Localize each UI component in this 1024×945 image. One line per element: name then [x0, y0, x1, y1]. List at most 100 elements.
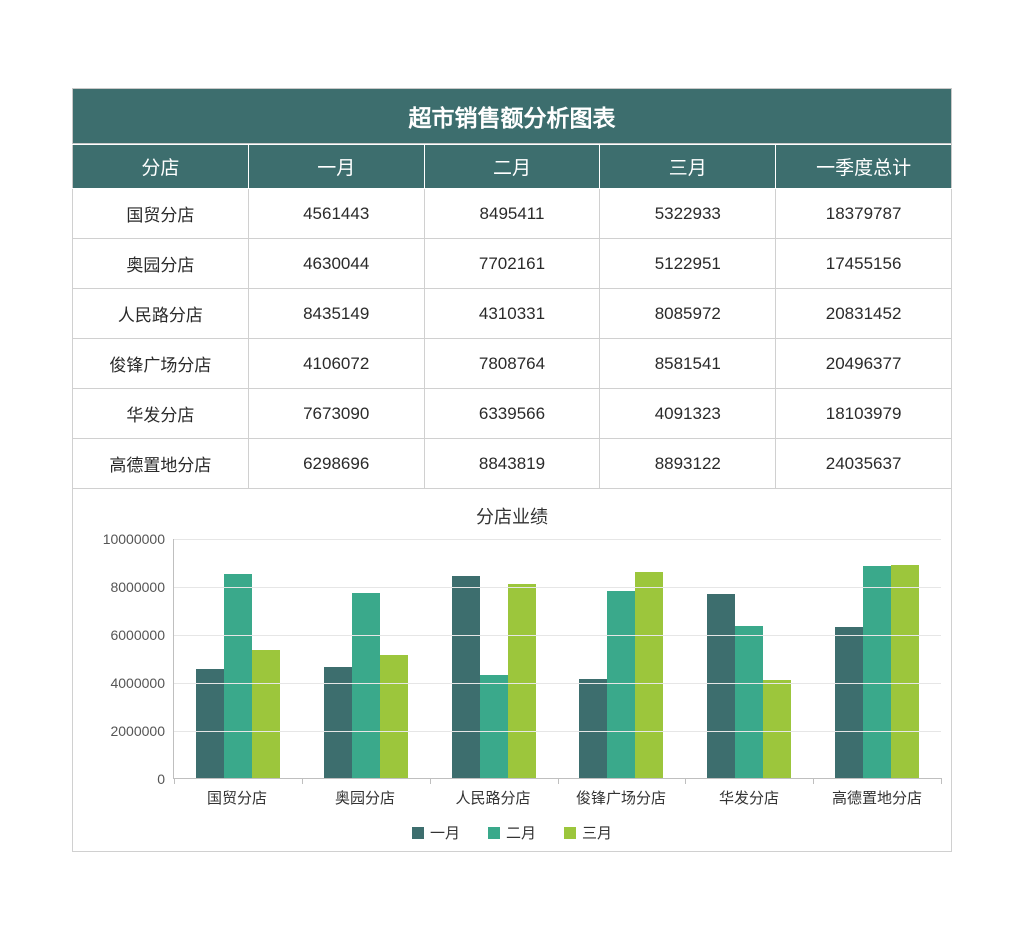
chart-legend: 一月 二月 三月 — [83, 822, 941, 843]
table-cell: 8843819 — [424, 439, 600, 489]
bar-group — [174, 539, 302, 778]
sales-table: 分店 一月 二月 三月 一季度总计 国贸分店456144384954115322… — [72, 144, 952, 489]
bar — [891, 565, 919, 778]
bar — [707, 594, 735, 778]
table-cell: 6339566 — [424, 389, 600, 439]
y-tick-label: 6000000 — [110, 627, 165, 643]
legend-label: 一月 — [430, 822, 460, 843]
bar — [508, 584, 536, 778]
report-container: 超市销售额分析图表 分店 一月 二月 三月 一季度总计 国贸分店45614438… — [0, 0, 1024, 892]
table-cell: 7702161 — [424, 239, 600, 289]
y-tick-label: 4000000 — [110, 675, 165, 691]
legend-label: 二月 — [506, 822, 536, 843]
table-cell: 华发分店 — [73, 389, 249, 439]
table-cell: 18379787 — [776, 189, 952, 239]
bar — [452, 576, 480, 778]
bar — [607, 591, 635, 778]
col-branch: 分店 — [73, 145, 249, 189]
bar-group — [685, 539, 813, 778]
bar — [196, 669, 224, 778]
y-tick-label: 10000000 — [103, 531, 165, 547]
table-row: 俊锋广场分店41060727808764858154120496377 — [73, 339, 952, 389]
bar — [835, 627, 863, 778]
legend-swatch — [412, 827, 424, 839]
table-cell: 国贸分店 — [73, 189, 249, 239]
table-cell: 6298696 — [248, 439, 424, 489]
x-axis-labels: 国贸分店奥园分店人民路分店俊锋广场分店华发分店高德置地分店 — [173, 787, 941, 808]
table-row: 国贸分店45614438495411532293318379787 — [73, 189, 952, 239]
bar — [380, 655, 408, 778]
bar — [763, 680, 791, 778]
x-tick-mark — [174, 778, 175, 784]
table-row: 高德置地分店62986968843819889312224035637 — [73, 439, 952, 489]
gridline — [174, 635, 941, 636]
table-header-row: 分店 一月 二月 三月 一季度总计 — [73, 145, 952, 189]
y-tick-label: 0 — [157, 771, 165, 787]
chart-plot-row: 0200000040000006000000800000010000000 — [83, 539, 941, 779]
bar — [252, 650, 280, 778]
x-axis-label: 华发分店 — [685, 787, 813, 808]
legend-item: 二月 — [488, 822, 536, 843]
table-cell: 4630044 — [248, 239, 424, 289]
x-tick-mark — [685, 778, 686, 784]
gridline — [174, 587, 941, 588]
x-tick-mark — [558, 778, 559, 784]
legend-item: 一月 — [412, 822, 460, 843]
y-axis: 0200000040000006000000800000010000000 — [83, 539, 173, 779]
col-month-3: 三月 — [600, 145, 776, 189]
gridline — [174, 539, 941, 540]
plot-area — [173, 539, 941, 779]
table-cell: 20831452 — [776, 289, 952, 339]
x-tick-mark — [302, 778, 303, 784]
bar — [224, 574, 252, 778]
col-month-1: 一月 — [248, 145, 424, 189]
x-tick-mark — [941, 778, 942, 784]
table-cell: 7808764 — [424, 339, 600, 389]
x-tick-mark — [430, 778, 431, 784]
x-axis-label: 奥园分店 — [301, 787, 429, 808]
gridline — [174, 731, 941, 732]
bar — [735, 626, 763, 778]
table-cell: 奥园分店 — [73, 239, 249, 289]
chart-title: 分店业绩 — [83, 503, 941, 529]
bar-group — [302, 539, 430, 778]
bar-groups — [174, 539, 941, 778]
table-cell: 8581541 — [600, 339, 776, 389]
table-cell: 8435149 — [248, 289, 424, 339]
table-row: 奥园分店46300447702161512295117455156 — [73, 239, 952, 289]
table-cell: 5322933 — [600, 189, 776, 239]
table-cell: 人民路分店 — [73, 289, 249, 339]
table-cell: 高德置地分店 — [73, 439, 249, 489]
bar-group — [813, 539, 941, 778]
table-cell: 8495411 — [424, 189, 600, 239]
table-cell: 24035637 — [776, 439, 952, 489]
bar — [579, 679, 607, 778]
table-cell: 4091323 — [600, 389, 776, 439]
x-axis-label: 高德置地分店 — [813, 787, 941, 808]
bar — [352, 593, 380, 778]
x-axis-label: 俊锋广场分店 — [557, 787, 685, 808]
x-tick-mark — [813, 778, 814, 784]
x-axis-label: 国贸分店 — [173, 787, 301, 808]
legend-swatch — [488, 827, 500, 839]
bar — [480, 675, 508, 778]
bar — [863, 566, 891, 778]
table-cell: 20496377 — [776, 339, 952, 389]
x-axis-label: 人民路分店 — [429, 787, 557, 808]
table-cell: 7673090 — [248, 389, 424, 439]
table-cell: 8085972 — [600, 289, 776, 339]
table-row: 华发分店76730906339566409132318103979 — [73, 389, 952, 439]
col-total: 一季度总计 — [776, 145, 952, 189]
legend-swatch — [564, 827, 576, 839]
table-cell: 5122951 — [600, 239, 776, 289]
bar-group — [430, 539, 558, 778]
table-cell: 4310331 — [424, 289, 600, 339]
table-cell: 17455156 — [776, 239, 952, 289]
y-tick-label: 8000000 — [110, 579, 165, 595]
legend-item: 三月 — [564, 822, 612, 843]
gridline — [174, 683, 941, 684]
chart-panel: 分店业绩 0 2000000 4000000 6000000 8000000 100000… — [72, 489, 952, 852]
table-cell: 8893122 — [600, 439, 776, 489]
y-tick-label: 2000000 — [110, 723, 165, 739]
table-cell: 4561443 — [248, 189, 424, 239]
